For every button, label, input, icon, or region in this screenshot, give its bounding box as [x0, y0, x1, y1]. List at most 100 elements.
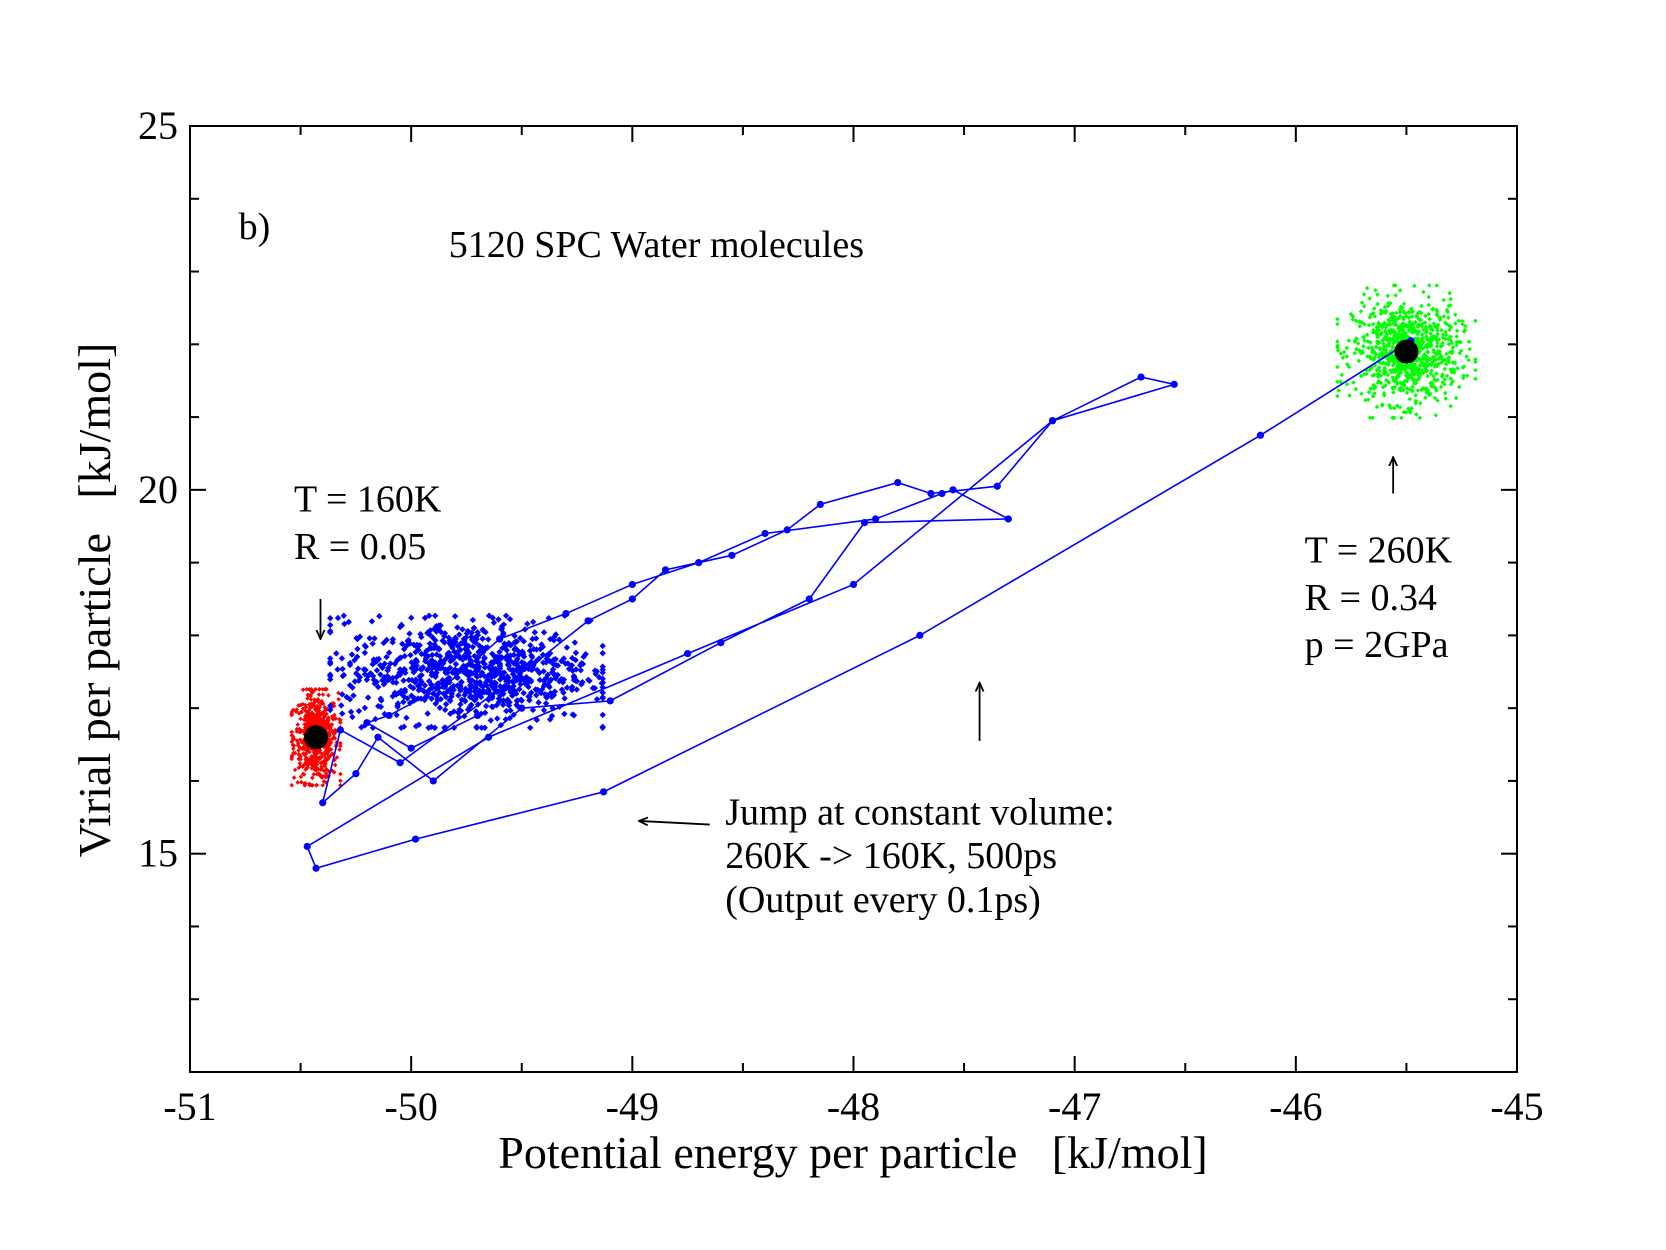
trajectory-point — [916, 631, 924, 639]
data-point — [1454, 339, 1459, 345]
data-point — [1418, 310, 1424, 316]
data-point — [1371, 327, 1376, 333]
data-point — [1442, 320, 1448, 326]
data-point — [1462, 327, 1468, 333]
data-point — [1436, 361, 1442, 367]
data-point — [527, 642, 534, 649]
data-point — [332, 762, 338, 768]
data-point — [1368, 355, 1373, 360]
data-point — [1426, 294, 1431, 300]
average-point — [304, 725, 329, 750]
data-point — [1415, 323, 1421, 328]
data-point — [1335, 379, 1340, 384]
data-point — [1453, 312, 1458, 317]
data-point — [339, 665, 346, 673]
data-point — [332, 712, 337, 718]
data-point — [292, 767, 298, 773]
data-point — [371, 635, 378, 642]
data-point — [1348, 311, 1354, 317]
data-point — [568, 686, 576, 694]
data-point — [305, 765, 310, 770]
data-point — [326, 731, 332, 737]
data-point — [479, 635, 486, 642]
trajectory-point — [440, 682, 448, 690]
data-point — [546, 683, 553, 691]
data-point — [301, 744, 307, 749]
data-point — [302, 714, 308, 719]
data-point — [317, 686, 322, 692]
data-point — [543, 659, 550, 666]
data-point — [1374, 324, 1380, 330]
data-point — [1434, 312, 1439, 317]
data-point — [1401, 316, 1406, 322]
data-point — [1435, 328, 1440, 333]
x-tick-label: -50 — [385, 1084, 438, 1129]
data-point — [1444, 373, 1450, 379]
data-point — [1403, 410, 1409, 415]
data-point — [533, 692, 540, 699]
data-point — [1394, 310, 1399, 316]
data-point — [510, 660, 518, 667]
data-point — [459, 626, 466, 633]
data-point — [303, 702, 308, 708]
data-point — [1440, 357, 1446, 363]
annotation-text: p = 2GPa — [1305, 624, 1449, 666]
data-point — [1424, 329, 1429, 335]
data-point — [595, 674, 603, 681]
data-point — [338, 717, 343, 723]
data-point — [526, 697, 533, 704]
data-point — [451, 613, 459, 620]
data-point — [1346, 364, 1352, 370]
data-point — [528, 666, 535, 674]
y-axis-title: Virial per particle [kJ/mol] — [69, 343, 120, 858]
data-point — [1373, 351, 1379, 357]
data-point — [1443, 390, 1448, 396]
data-point — [1382, 371, 1388, 377]
data-point — [1452, 367, 1457, 373]
data-point — [556, 678, 563, 685]
data-point — [1446, 315, 1451, 320]
trajectory-point — [599, 788, 608, 796]
data-point — [599, 649, 606, 657]
data-point — [520, 689, 527, 697]
annotation-text: b) — [239, 206, 271, 248]
data-point — [1442, 366, 1448, 372]
data-point — [1453, 395, 1459, 401]
data-point — [1404, 314, 1409, 319]
data-point — [558, 686, 566, 693]
trajectory-point — [938, 489, 946, 498]
data-point — [1367, 296, 1373, 301]
data-point — [1409, 322, 1414, 327]
data-point — [1418, 317, 1424, 323]
data-point — [331, 735, 337, 740]
data-point — [300, 687, 306, 693]
data-point — [565, 665, 573, 673]
data-point — [514, 647, 522, 655]
data-point — [1455, 365, 1460, 371]
data-point — [333, 650, 340, 657]
data-point — [1428, 339, 1433, 345]
data-point — [1388, 300, 1393, 306]
data-point — [1433, 412, 1439, 418]
data-point — [1454, 334, 1459, 339]
data-point — [1394, 374, 1400, 380]
data-point — [354, 645, 361, 653]
data-point — [1393, 293, 1398, 298]
data-point — [1371, 330, 1376, 335]
data-point — [1357, 324, 1363, 329]
trajectory-point — [496, 635, 504, 643]
data-point — [1371, 310, 1376, 316]
data-point — [308, 688, 314, 694]
data-point — [1385, 322, 1390, 328]
y-tick-label: 25 — [138, 103, 178, 148]
data-point — [407, 651, 414, 659]
data-point — [1429, 368, 1434, 373]
data-point — [424, 710, 431, 717]
data-point — [1440, 340, 1445, 346]
data-point — [1448, 324, 1454, 330]
data-point — [1376, 320, 1381, 326]
data-point — [295, 741, 301, 746]
data-point — [1397, 309, 1403, 315]
average-state-points — [304, 339, 1419, 750]
data-point — [1458, 348, 1464, 354]
